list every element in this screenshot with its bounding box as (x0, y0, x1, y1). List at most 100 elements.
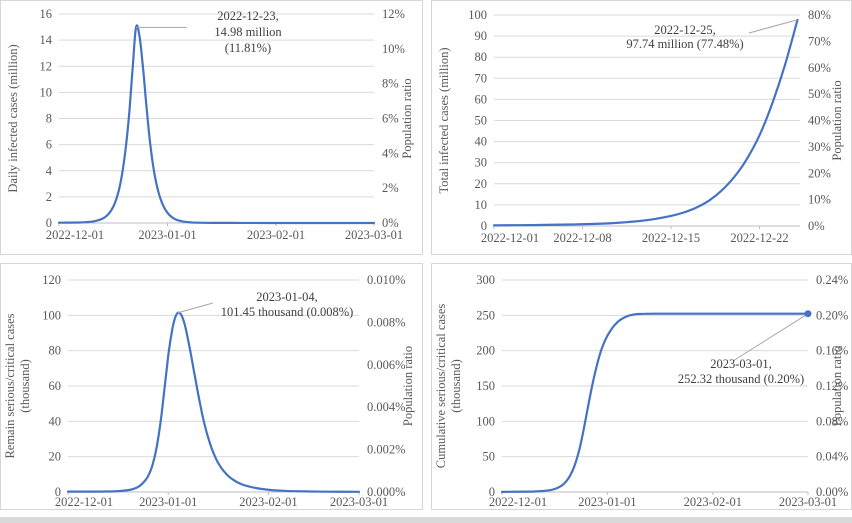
y-right-tick-label: 0% (808, 219, 825, 233)
y-right-tick-label: 0.004% (367, 400, 406, 414)
y-right-tick-label: 30% (808, 140, 831, 154)
y-right-tick-label: 0.04% (816, 450, 848, 464)
y-right-axis-title: Population ratio (830, 346, 844, 426)
x-tick-label: 2022-12-01 (55, 495, 113, 509)
y-left-tick-label: 70 (475, 71, 488, 85)
annotation-text: 97.74 million (77.48%) (626, 37, 743, 51)
y-left-tick-label: 50 (483, 450, 496, 464)
y-left-axis-title: Total infected cases (million) (437, 48, 451, 194)
y-left-tick-label: 100 (476, 414, 495, 428)
y-right-tick-label: 10% (808, 193, 831, 207)
chart-panel-daily-infected: 16 14 12 10 8 6 4 2 0 12% 10% 8% 6% 4% 2% 0% 2022-12-01 2… (0, 0, 423, 255)
x-tick-label: 2022-12-01 (481, 231, 539, 245)
x-tick-label: 2023-03-01 (330, 495, 388, 509)
y-right-tick-label: 0.16% (816, 344, 848, 358)
y-right-tick-label: 0.00% (816, 485, 848, 499)
annotation-text: 2022-12-23, (217, 9, 278, 23)
y-left-tick-label: 10 (40, 85, 53, 99)
y-left-tick-label: 40 (49, 414, 62, 428)
x-tick-label: 2023-03-01 (345, 228, 403, 242)
y-right-axis-title: Population ratio (830, 80, 844, 160)
remain-serious-critical-chart: 120 100 80 60 40 20 0 0.010% 0.008% 0.006% 0.004% 0… (3, 273, 415, 509)
y-left-tick-label: 0 (46, 216, 52, 230)
y-left-tick-label: 10 (475, 198, 488, 212)
x-tick-label: 2022-12-15 (642, 231, 700, 245)
y-right-tick-label: 0.24% (816, 273, 848, 287)
y-right-axis-title: Population ratio (401, 346, 415, 426)
y-left-tick-label: 2 (46, 190, 52, 204)
y-right-tick-label: 0.010% (367, 273, 406, 287)
y-left-tick-label: 60 (475, 92, 488, 106)
x-tick-label: 2023-03-01 (779, 495, 837, 509)
chart-panel-total-infected: 100 90 80 70 60 50 40 30 20 10 0 80% 70% 60% 50% 40% 30%… (431, 0, 852, 255)
annotation-leader-line (177, 302, 214, 314)
x-tick-label: 2022-12-22 (730, 231, 788, 245)
x-tick-label: 2022-12-01 (46, 228, 104, 242)
y-left-tick-label: 4 (46, 164, 53, 178)
y-left-tick-label: 60 (49, 379, 62, 393)
y-left-axis-title: Remain serious/critical cases (3, 313, 17, 458)
annotation-text: 101.45 thousand (0.008%) (221, 305, 354, 319)
annotation-text: (11.81%) (225, 41, 271, 55)
y-left-tick-label: 14 (40, 33, 53, 47)
y-right-tick-label: 60% (808, 61, 831, 75)
y-right-tick-label: 10% (382, 42, 405, 56)
y-left-tick-label: 50 (475, 114, 488, 128)
y-left-axis-title-line2: (thousand) (18, 359, 32, 412)
series-line (66, 311, 361, 493)
y-left-tick-label: 30 (475, 156, 488, 170)
annotation-text: 2023-03-01, (710, 357, 771, 371)
annotation-text: 2023-01-04, (256, 290, 317, 304)
y-right-tick-label: 0.12% (816, 379, 848, 393)
x-tick-label: 2023-01-01 (138, 228, 196, 242)
y-left-tick-label: 150 (476, 379, 495, 393)
x-tick-label: 2022-12-01 (489, 495, 547, 509)
y-left-axis-title: Daily infected cases (million) (6, 44, 20, 192)
y-right-tick-label: 6% (382, 112, 399, 126)
y-left-axis-title-line2: (thousand) (449, 359, 463, 412)
y-right-tick-label: 0.08% (816, 414, 848, 428)
y-left-tick-label: 250 (476, 308, 495, 322)
y-left-tick-label: 300 (476, 273, 495, 287)
charts-grid: 16 14 12 10 8 6 4 2 0 12% 10% 8% 6% 4% 2% 0% 2022-12-01 2… (0, 0, 852, 510)
series-line (500, 312, 810, 493)
y-left-tick-label: 16 (40, 7, 53, 21)
y-right-tick-label: 2% (382, 181, 399, 195)
y-left-tick-label: 0 (55, 485, 61, 499)
y-right-axis-title: Population ratio (400, 78, 414, 158)
y-left-tick-label: 8 (46, 112, 52, 126)
annotation-text: 2022-12-25, (654, 23, 715, 37)
y-left-tick-label: 90 (475, 29, 488, 43)
chart-panel-cumulative-serious: 300 250 200 150 100 50 0 0.24% 0.20% 0.16% 0.12% 0.… (431, 263, 852, 510)
y-right-tick-label: 8% (382, 77, 399, 91)
cumulative-serious-critical-chart: 300 250 200 150 100 50 0 0.24% 0.20% 0.16% 0.12% 0.… (434, 273, 848, 509)
x-tick-label: 2023-02-01 (684, 495, 742, 509)
y-right-tick-label: 80% (808, 8, 831, 22)
page-bottom-edge (0, 517, 852, 523)
y-left-tick-label: 100 (42, 308, 61, 322)
y-right-tick-label: 12% (382, 7, 405, 21)
y-right-tick-label: 70% (808, 34, 831, 48)
y-left-tick-label: 20 (49, 450, 62, 464)
annotation-leader-line (748, 19, 798, 34)
y-left-tick-label: 12 (40, 59, 53, 73)
y-right-tick-label: 50% (808, 87, 831, 101)
y-right-tick-label: 20% (808, 166, 831, 180)
y-left-axis-title: Cumulative serious/critical cases (434, 304, 448, 469)
y-right-tick-label: 0.008% (367, 315, 406, 329)
y-left-tick-label: 40 (475, 135, 488, 149)
x-tick-label: 2023-02-01 (239, 495, 297, 509)
series-line (57, 24, 376, 225)
daily-infected-cases-chart: 16 14 12 10 8 6 4 2 0 12% 10% 8% 6% 4% 2% 0% 2022-12-01 2… (6, 7, 414, 242)
y-left-tick-label: 120 (42, 273, 61, 287)
y-left-tick-label: 100 (468, 8, 487, 22)
y-right-tick-label: 4% (382, 146, 399, 160)
x-tick-label: 2023-01-01 (578, 495, 636, 509)
annotation-text: 14.98 million (214, 25, 282, 39)
annotation-leader-line (732, 313, 809, 362)
series-line (492, 18, 799, 227)
x-tick-label: 2023-02-01 (247, 228, 305, 242)
x-tick-label: 2023-01-01 (139, 495, 197, 509)
chart-panel-remain-serious: 120 100 80 60 40 20 0 0.010% 0.008% 0.006% 0.004% 0… (0, 263, 423, 510)
y-right-tick-label: 0% (382, 216, 399, 230)
